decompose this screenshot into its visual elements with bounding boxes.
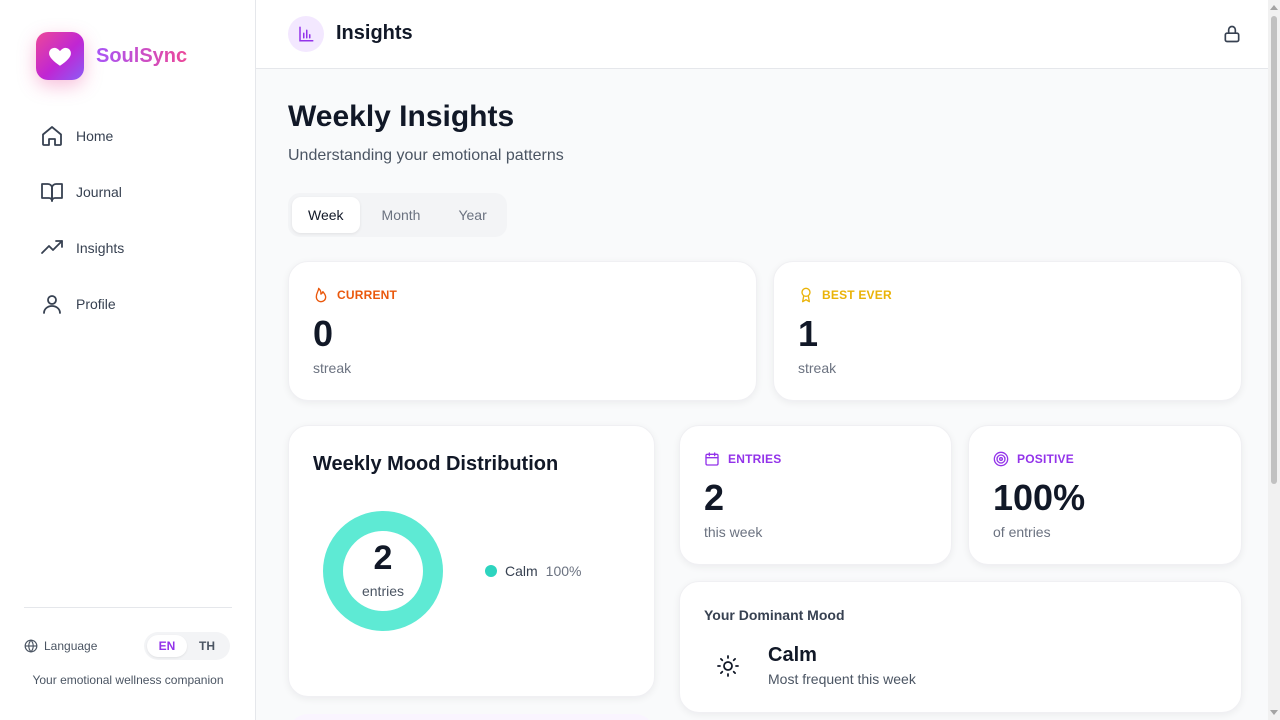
- current-streak-value: 0: [313, 313, 334, 354]
- brand-name: SoulSync: [96, 44, 188, 67]
- sidebar: SoulSync Home Journal Insights Profile L…: [0, 0, 256, 720]
- sidebar-item-profile[interactable]: Profile: [24, 276, 232, 332]
- globe-icon: [24, 639, 38, 653]
- donut-center-value: 2: [373, 539, 393, 577]
- sidebar-item-label: Profile: [76, 296, 116, 312]
- positive-value: 100%: [993, 477, 1086, 518]
- entries-card: ENTRIES 2 this week: [679, 425, 952, 565]
- language-th-button[interactable]: TH: [199, 639, 215, 653]
- sidebar-item-label: Insights: [76, 240, 125, 256]
- header-title: Insights: [336, 22, 413, 44]
- sidebar-item-label: Home: [76, 128, 114, 144]
- entries-caption: this week: [704, 524, 763, 540]
- tab-year[interactable]: Year: [458, 207, 487, 223]
- legend-item-calm: Calm 100%: [485, 563, 581, 579]
- current-streak-caption: streak: [313, 360, 352, 376]
- award-icon: [801, 287, 811, 303]
- positive-card: POSITIVE 100% of entries: [968, 425, 1242, 565]
- positive-caption: of entries: [993, 524, 1051, 540]
- best-streak-caption: streak: [798, 360, 837, 376]
- entries-value: 2: [704, 477, 725, 518]
- language-en-button[interactable]: EN: [147, 635, 187, 657]
- language-toggle: EN TH: [144, 632, 230, 660]
- language-row: Language EN TH: [24, 632, 230, 660]
- period-tabs: Week Month Year: [288, 193, 507, 237]
- flame-icon: [315, 287, 327, 303]
- target-icon: [993, 451, 1009, 467]
- donut-center-label: entries: [361, 583, 405, 599]
- lock-button[interactable]: [1220, 22, 1244, 46]
- calendar-icon: [705, 452, 719, 466]
- current-streak-label-text: CURRENT: [337, 288, 398, 302]
- mood-distribution-card: Weekly Mood Distribution 2 entries Calm …: [288, 425, 655, 697]
- scroll-up-arrow-icon[interactable]: [1270, 5, 1278, 10]
- best-streak-value: 1: [798, 313, 819, 354]
- scroll-thumb[interactable]: [1271, 16, 1277, 484]
- dominant-mood-title: Your Dominant Mood: [704, 607, 845, 623]
- sun-icon: [704, 642, 752, 690]
- tab-week[interactable]: Week: [292, 197, 360, 233]
- page-subtitle: Understanding your emotional patterns: [288, 147, 564, 164]
- legend-dot: [485, 565, 497, 577]
- page-title: Weekly Insights: [288, 100, 515, 133]
- sidebar-item-label: Journal: [76, 184, 122, 200]
- dominant-mood-name: Calm: [768, 644, 817, 666]
- brand[interactable]: SoulSync: [36, 32, 187, 80]
- language-label-text: Language: [44, 639, 98, 653]
- legend-name: Calm: [505, 563, 538, 579]
- entries-label: ENTRIES: [704, 451, 781, 467]
- dominant-mood-description: Most frequent this week: [768, 671, 916, 687]
- dominant-mood-card: Your Dominant Mood Calm Most frequent th…: [679, 581, 1242, 713]
- sidebar-divider: [24, 607, 232, 608]
- sidebar-item-insights[interactable]: Insights: [24, 220, 232, 276]
- sidebar-item-journal[interactable]: Journal: [24, 164, 232, 220]
- book-open-icon: [41, 183, 63, 202]
- positive-label: POSITIVE: [993, 451, 1074, 467]
- bar-chart-icon: [288, 16, 324, 52]
- sidebar-nav: Home Journal Insights Profile: [24, 108, 232, 332]
- tab-month[interactable]: Month: [381, 207, 421, 223]
- mood-distribution-title: Weekly Mood Distribution: [313, 453, 559, 475]
- heart-logo-icon: [36, 32, 84, 80]
- lock-icon: [1224, 25, 1240, 43]
- current-streak-card: CURRENT 0 streak: [288, 261, 757, 401]
- mood-donut-chart: 2 entries: [323, 511, 443, 631]
- best-streak-label: BEST EVER: [798, 287, 892, 303]
- entries-label-text: ENTRIES: [728, 452, 782, 466]
- language-label: Language: [24, 639, 97, 653]
- page-scrollbar[interactable]: [1268, 0, 1280, 720]
- best-streak-card: BEST EVER 1 streak: [773, 261, 1242, 401]
- sidebar-item-home[interactable]: Home: [24, 108, 232, 164]
- app-tagline: Your emotional wellness companion: [32, 673, 224, 687]
- trending-up-icon: [41, 240, 63, 254]
- user-icon: [43, 295, 61, 314]
- donut-slice-calm: [323, 511, 443, 631]
- current-streak-label: CURRENT: [313, 287, 397, 303]
- top-header: Insights: [256, 0, 1268, 69]
- positive-label-text: POSITIVE: [1017, 452, 1074, 466]
- next-card-peek: [288, 714, 655, 720]
- home-icon: [42, 126, 62, 146]
- scroll-down-arrow-icon[interactable]: [1270, 710, 1278, 715]
- best-streak-label-text: BEST EVER: [822, 288, 892, 302]
- legend-percent: 100%: [545, 563, 582, 579]
